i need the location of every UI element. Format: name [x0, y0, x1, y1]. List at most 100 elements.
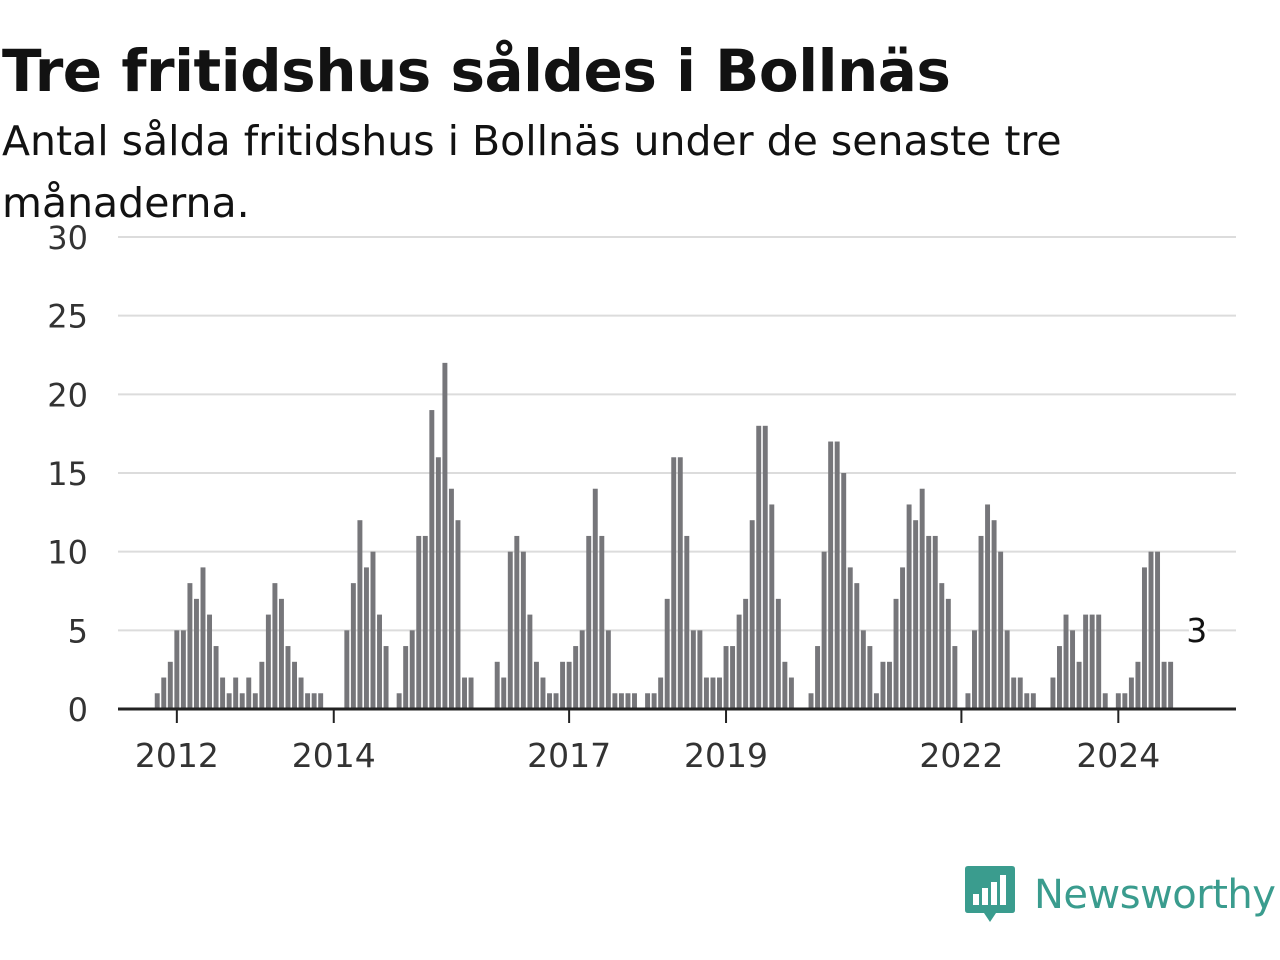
bar: [664, 598, 670, 709]
bar: [1017, 677, 1023, 709]
bar: [265, 614, 271, 709]
bar: [769, 504, 775, 709]
bar: [873, 693, 879, 709]
bar: [383, 646, 389, 709]
bars: [154, 362, 1174, 709]
bar: [1011, 677, 1017, 709]
bar: [501, 677, 507, 709]
bar: [403, 646, 409, 709]
bar: [1096, 614, 1102, 709]
bar: [566, 661, 572, 709]
bar: [520, 551, 526, 709]
bar: [442, 362, 448, 709]
x-tick-label: 2019: [684, 736, 768, 775]
bar: [906, 504, 912, 709]
bar: [991, 520, 997, 709]
chart-subtitle: Antal sålda fritidshus i Bollnäs under d…: [2, 117, 1062, 227]
bar: [952, 646, 958, 709]
bar: [841, 473, 847, 709]
bar: [468, 677, 474, 709]
bar: [272, 583, 278, 709]
bar: [847, 567, 853, 709]
bar: [599, 535, 605, 709]
bar: [174, 630, 180, 709]
bar: [710, 677, 716, 709]
bar: [834, 441, 840, 709]
bar: [233, 677, 239, 709]
bar: [1030, 693, 1036, 709]
bar: [167, 661, 173, 709]
bar: [815, 646, 821, 709]
bar: [553, 693, 559, 709]
bar: [612, 693, 618, 709]
bar: [1115, 693, 1121, 709]
bar: [1155, 551, 1161, 709]
bar: [821, 551, 827, 709]
bar: [677, 457, 683, 709]
bar: [919, 488, 925, 709]
bar: [305, 693, 311, 709]
bar: [344, 630, 350, 709]
highlight-data-label: 3: [1186, 611, 1207, 650]
bar: [782, 661, 788, 709]
bar: [1024, 693, 1030, 709]
bar: [278, 598, 284, 709]
bar: [998, 551, 1004, 709]
y-tick-label: 5: [68, 612, 88, 650]
bar: [985, 504, 991, 709]
bar: [363, 567, 369, 709]
bar: [939, 583, 945, 709]
bar: [658, 677, 664, 709]
bar: [854, 583, 860, 709]
x-tick-label: 2014: [292, 736, 376, 775]
y-tick-label: 0: [68, 691, 88, 729]
bar: [187, 583, 193, 709]
y-axis-ticks: 0 5 10 15 20 25 30: [47, 219, 88, 729]
x-tick-label: 2012: [135, 736, 219, 775]
bar: [292, 661, 297, 709]
y-tick-label: 20: [47, 376, 88, 414]
bar: [533, 661, 539, 709]
bar: [671, 457, 677, 709]
bar: [1076, 661, 1082, 709]
bar: [1168, 661, 1174, 709]
bar: [736, 614, 742, 709]
bar: [252, 693, 258, 709]
bar: [625, 693, 631, 709]
bar: [808, 693, 814, 709]
bar: [161, 677, 167, 709]
bar: [246, 677, 252, 709]
bar: [507, 551, 513, 709]
bar: [1004, 630, 1010, 709]
bar: [932, 535, 938, 709]
bar: [684, 535, 690, 709]
bar: [494, 661, 500, 709]
bar: [154, 693, 160, 709]
bar: [586, 535, 592, 709]
bar: [645, 693, 651, 709]
bar: [429, 410, 435, 709]
bar: [357, 520, 363, 709]
bar: [311, 693, 317, 709]
bar: [860, 630, 866, 709]
x-tick-label: 2017: [527, 736, 611, 775]
x-axis: 2012 2014 2017 2019 2022 2024: [118, 707, 1236, 775]
brand-name: Newsworthy: [1034, 872, 1276, 918]
bar: [1135, 661, 1141, 709]
bar: [978, 535, 984, 709]
bar: [220, 677, 226, 709]
bar: [723, 646, 729, 709]
chart-title: Tre fritidshus såldes i Bollnäs: [2, 37, 951, 105]
bar: [213, 646, 219, 709]
bar: [632, 693, 637, 709]
bar: [1161, 661, 1167, 709]
bar: [926, 535, 932, 709]
bar: [573, 646, 579, 709]
highlight-label-group: 3: [1182, 607, 1211, 654]
bar: [259, 661, 265, 709]
newsworthy-logo[interactable]: Newsworthy: [964, 864, 1276, 926]
bar: [867, 646, 873, 709]
bar: [350, 583, 356, 709]
bar: [1063, 614, 1069, 709]
